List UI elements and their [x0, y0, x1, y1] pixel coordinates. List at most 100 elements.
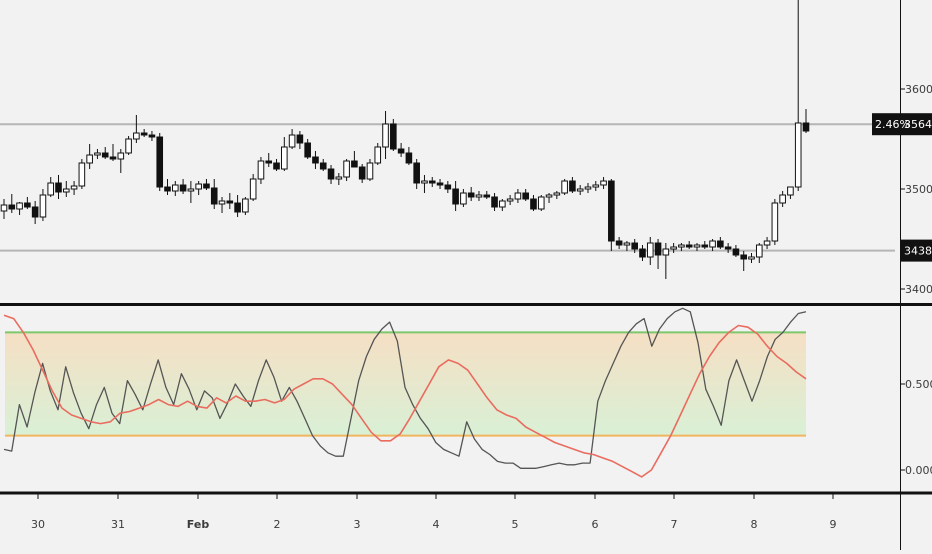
candle-body — [779, 194, 786, 204]
candle-body — [475, 194, 483, 198]
oscillator-series-line — [3, 314, 807, 478]
y-tick-label: 0.0000 — [905, 464, 932, 477]
candle-body — [537, 196, 545, 210]
candle-body — [639, 248, 646, 258]
x-tick-label: 7 — [671, 518, 678, 531]
x-tick-label: 30 — [31, 518, 45, 531]
candle-body — [31, 206, 39, 218]
candle-body — [366, 162, 374, 180]
candle-body — [654, 242, 662, 256]
candle-body — [148, 134, 156, 138]
candle-body — [467, 192, 475, 198]
candle-body — [600, 180, 607, 186]
candle-body — [584, 186, 592, 190]
candle-body — [187, 188, 195, 192]
candle-body — [569, 180, 576, 192]
candle-body — [709, 240, 716, 248]
candle-body — [623, 242, 631, 246]
candle-body — [24, 202, 31, 208]
candle-body — [335, 176, 343, 180]
candle-body — [382, 123, 389, 148]
candle-body — [16, 202, 23, 210]
candle-body — [218, 200, 226, 205]
oscillator-series-line — [3, 307, 807, 469]
candle-body — [732, 248, 740, 256]
candle-body — [273, 162, 280, 170]
candle-body — [561, 180, 568, 194]
candle-body — [343, 160, 350, 178]
x-tick-label: 2 — [274, 518, 281, 531]
candle-body — [748, 256, 755, 260]
candle-body — [133, 132, 140, 140]
candle-body — [787, 186, 794, 196]
candle-body — [460, 192, 467, 205]
price-level-badge — [901, 113, 932, 136]
candle-body — [522, 192, 529, 200]
candle-body — [265, 160, 273, 164]
candle-body — [428, 180, 436, 184]
candle-body — [670, 246, 677, 250]
y-tick-label: 3500.0 — [905, 183, 932, 196]
candle-body — [164, 186, 171, 192]
x-tick-label: Feb — [187, 518, 210, 531]
x-tick-label: 3 — [354, 518, 361, 531]
change-badge-label: 2.46% — [875, 118, 910, 131]
candle-body — [374, 146, 382, 164]
candle-body — [304, 142, 311, 158]
candle-body — [117, 152, 125, 160]
x-tick-label: 5 — [512, 518, 519, 531]
oscillator-band — [5, 332, 806, 436]
candle-body — [86, 154, 93, 164]
candle-body — [646, 242, 654, 258]
y-tick-label: 0.5000 — [905, 378, 932, 391]
candle-body — [242, 198, 249, 213]
candle-body — [296, 134, 304, 144]
price-level-label: 3438.4 — [904, 245, 932, 258]
candle-body — [257, 160, 265, 180]
candle-body — [545, 194, 553, 198]
candle-body — [288, 134, 296, 148]
candle-body — [234, 202, 241, 213]
candle-body — [452, 188, 459, 205]
candle-body — [195, 183, 202, 190]
candle-body — [70, 185, 78, 190]
x-tick-label: 31 — [111, 518, 125, 531]
candle-body — [662, 248, 670, 256]
candle-body — [724, 246, 732, 250]
change-badge — [872, 113, 900, 136]
candle-body — [8, 204, 16, 210]
x-tick-label: 4 — [433, 518, 440, 531]
candle-body — [413, 162, 420, 184]
candle-body — [179, 184, 187, 192]
candle-body — [0, 204, 8, 212]
candle-body — [608, 180, 615, 242]
candle-body — [421, 180, 428, 184]
candle-body — [327, 168, 335, 180]
candle-body — [740, 254, 748, 260]
candle-body — [717, 240, 724, 248]
x-tick-label: 9 — [830, 518, 837, 531]
candle-body — [203, 183, 210, 189]
candle-body — [101, 152, 109, 158]
candle-body — [592, 184, 600, 188]
candle-body — [62, 188, 70, 193]
candle-body — [281, 146, 288, 170]
candle-body — [249, 178, 257, 200]
candle-body — [794, 122, 802, 188]
candle-body — [615, 240, 623, 246]
candle-body — [405, 152, 413, 164]
candle-body — [755, 244, 763, 258]
candle-body — [678, 244, 685, 248]
candle-body — [171, 184, 179, 192]
candle-body — [358, 166, 366, 180]
price-level-badge — [901, 239, 932, 262]
candle-body — [553, 192, 561, 196]
candle-body — [514, 192, 522, 200]
candle-body — [125, 138, 132, 154]
candle-body — [685, 244, 693, 248]
candle-body — [94, 152, 101, 156]
candle-body — [802, 122, 810, 132]
